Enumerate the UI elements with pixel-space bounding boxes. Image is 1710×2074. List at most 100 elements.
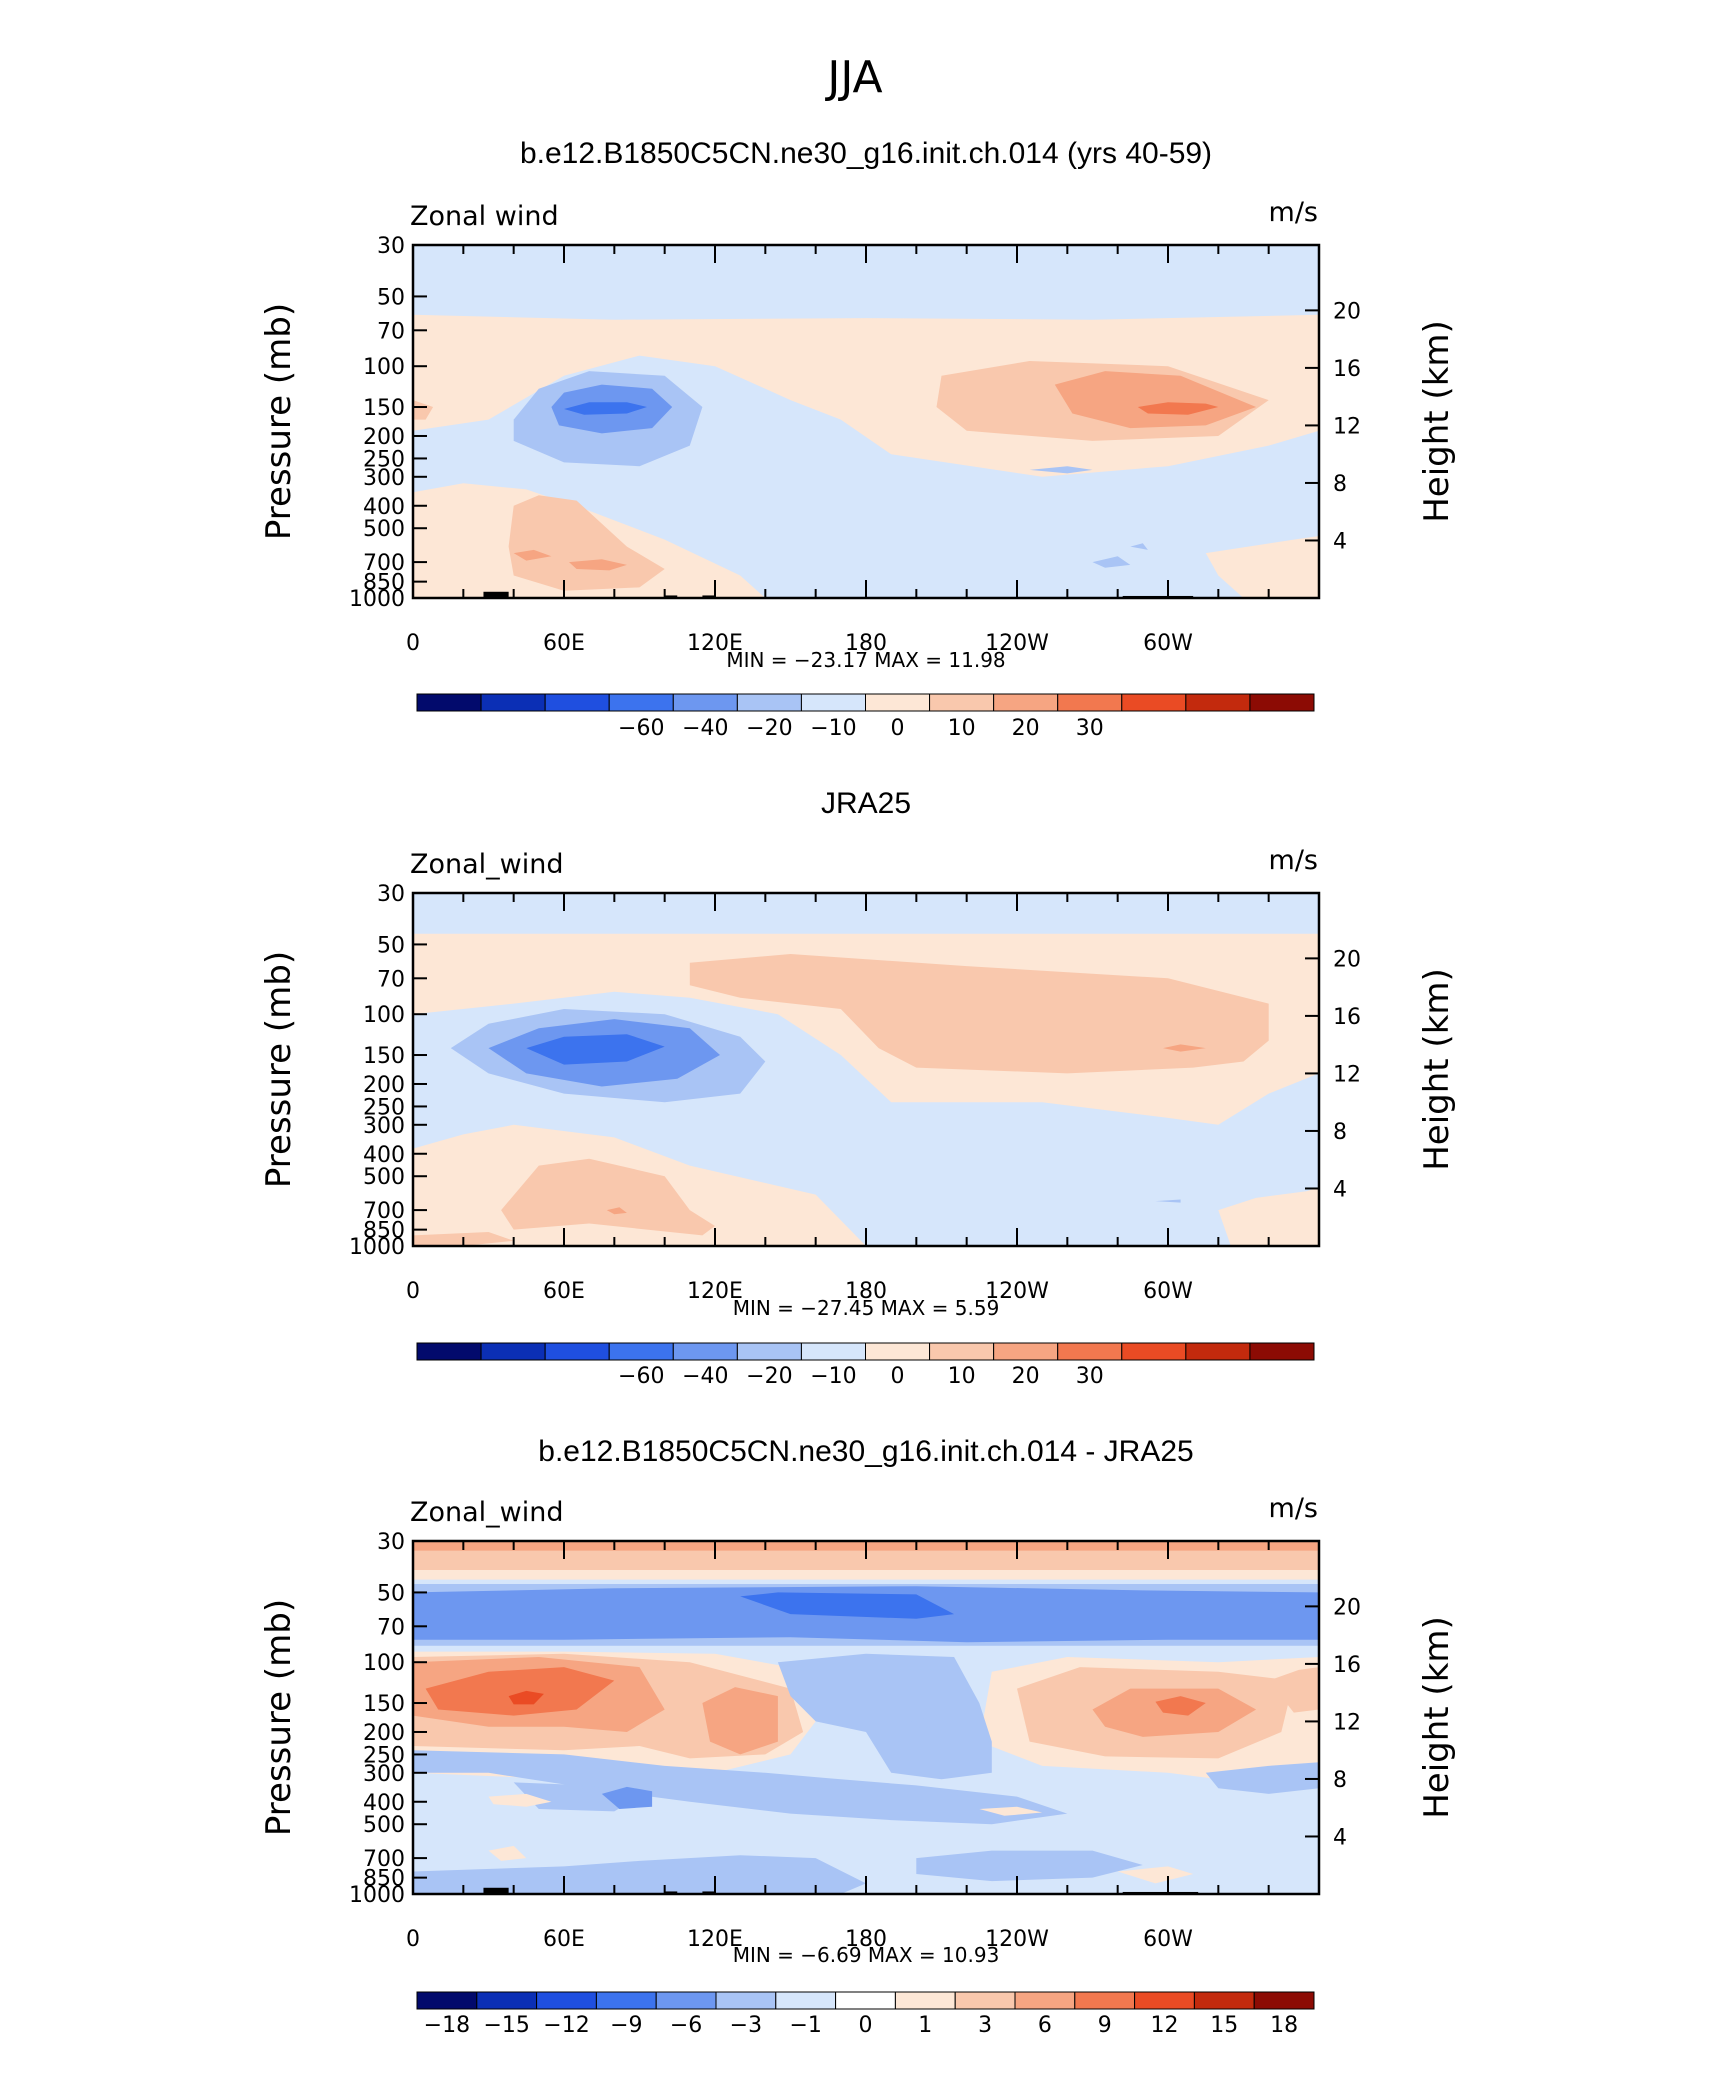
colorbar-cell bbox=[1249, 693, 1315, 712]
colorbar-label: 20 bbox=[1012, 1364, 1040, 1389]
colorbar-label: −10 bbox=[810, 1364, 856, 1389]
contour-fill bbox=[1137, 402, 1219, 415]
colorbar-cell bbox=[736, 1342, 802, 1361]
contour-fill bbox=[916, 1850, 1143, 1882]
colorbar-label: 0 bbox=[859, 2013, 873, 2038]
y-tick-label: 1000 bbox=[349, 587, 405, 612]
x-tick-label: 180 bbox=[845, 1279, 887, 1304]
y-tick-label: 400 bbox=[363, 495, 405, 520]
colorbar-cell bbox=[1193, 1991, 1255, 2010]
land-mask bbox=[702, 595, 715, 598]
contour-fill bbox=[702, 1687, 778, 1755]
y-tick-label: 700 bbox=[363, 1199, 405, 1224]
y-tick-label: 850 bbox=[363, 1867, 405, 1892]
y2-tick-label: 20 bbox=[1333, 947, 1361, 972]
y-tick-label: 200 bbox=[363, 1073, 405, 1098]
colorbar-cell bbox=[595, 1991, 657, 2010]
contour-fill bbox=[413, 1070, 444, 1087]
y-tick-label: 700 bbox=[363, 1847, 405, 1872]
contour-field bbox=[413, 245, 1319, 598]
contour-fill bbox=[488, 1845, 527, 1861]
x-tick-label: 0 bbox=[406, 1279, 420, 1304]
y-tick-label: 200 bbox=[363, 1721, 405, 1746]
y-tick-label: 1000 bbox=[349, 1235, 405, 1260]
panel-1: b.e12.B1850C5CN.ne30_g16.init.ch.014 (yr… bbox=[259, 137, 1457, 741]
colorbar-cell bbox=[800, 693, 867, 712]
colorbar-label: −20 bbox=[746, 1364, 792, 1389]
y-tick-label: 1000 bbox=[349, 1883, 405, 1908]
y-tick-label: 100 bbox=[363, 1651, 405, 1676]
colorbar-cell bbox=[608, 1342, 674, 1361]
y2-tick-label: 20 bbox=[1333, 299, 1361, 324]
y2-tick-label: 12 bbox=[1333, 414, 1361, 439]
y2-axis-label: Height (km) bbox=[1417, 1616, 1457, 1819]
y-tick-label: 300 bbox=[363, 1114, 405, 1139]
panel-title: b.e12.B1850C5CN.ne30_g16.init.ch.014 (yr… bbox=[520, 137, 1212, 170]
contour-fill bbox=[508, 1690, 544, 1705]
colorbar-cell bbox=[835, 1991, 896, 2010]
contour-fill bbox=[689, 954, 1269, 1074]
y-tick-label: 70 bbox=[377, 319, 405, 344]
colorbar-cell bbox=[954, 1991, 1016, 2010]
x-tick-label: 120W bbox=[985, 631, 1049, 656]
units-label: m/s bbox=[1269, 197, 1318, 228]
x-tick-label: 60E bbox=[543, 1279, 585, 1304]
y-tick-label: 700 bbox=[363, 551, 405, 576]
colorbar-label: 10 bbox=[948, 1364, 976, 1389]
contour-fill bbox=[526, 1034, 665, 1065]
panel-3: b.e12.B1850C5CN.ne30_g16.init.ch.014 - J… bbox=[259, 1435, 1457, 2038]
contour-fill bbox=[1054, 371, 1257, 429]
contour-fill bbox=[1092, 556, 1131, 568]
colorbar-label: −40 bbox=[682, 716, 728, 741]
colorbar-label: 0 bbox=[891, 1364, 905, 1389]
colorbar-cell bbox=[672, 1342, 738, 1361]
colorbar-cell bbox=[715, 1991, 777, 2010]
y-tick-label: 30 bbox=[377, 234, 405, 259]
y-tick-label: 400 bbox=[363, 1791, 405, 1816]
y2-tick-label: 16 bbox=[1333, 1653, 1361, 1678]
colorbar-cell bbox=[894, 1991, 956, 2010]
colorbar-cell bbox=[536, 1991, 597, 2010]
y2-tick-label: 8 bbox=[1333, 1120, 1347, 1145]
colorbar-label: −1 bbox=[789, 2013, 821, 2038]
y-tick-label: 500 bbox=[363, 517, 405, 542]
contour-fill bbox=[601, 1786, 653, 1809]
land-mask bbox=[664, 1891, 678, 1894]
colorbar-label: −40 bbox=[682, 1364, 728, 1389]
contour-fill bbox=[413, 1570, 1319, 1582]
colorbar-label: −9 bbox=[610, 2013, 642, 2038]
colorbar-cell bbox=[865, 693, 931, 712]
contour-fill bbox=[564, 402, 647, 415]
colorbar-cell bbox=[1185, 1342, 1251, 1361]
y2-tick-label: 16 bbox=[1333, 357, 1361, 382]
contour-fill bbox=[569, 559, 627, 571]
variable-label: Zonal wind bbox=[410, 201, 559, 232]
y-tick-label: 500 bbox=[363, 1165, 405, 1190]
units-label: m/s bbox=[1269, 845, 1318, 876]
y2-tick-label: 16 bbox=[1333, 1005, 1361, 1030]
y-axis-label: Pressure (mb) bbox=[259, 951, 299, 1188]
contour-fill bbox=[1117, 1866, 1194, 1884]
colorbar-cell bbox=[1253, 1991, 1315, 2010]
contour-fill bbox=[488, 1793, 552, 1807]
panel-title: b.e12.B1850C5CN.ne30_g16.init.ch.014 - J… bbox=[538, 1435, 1193, 1468]
colorbar-label: −15 bbox=[483, 2013, 529, 2038]
colorbar-cell bbox=[929, 1342, 995, 1361]
contour-fill bbox=[413, 1750, 1068, 1825]
y-tick-label: 100 bbox=[363, 1003, 405, 1028]
contour-fill bbox=[1130, 543, 1148, 550]
contour-fill bbox=[1155, 1199, 1181, 1203]
x-tick-label: 120W bbox=[985, 1927, 1049, 1952]
colorbar-cell bbox=[416, 1342, 482, 1361]
y2-tick-label: 4 bbox=[1333, 1177, 1347, 1202]
colorbar-label: −60 bbox=[618, 1364, 664, 1389]
y2-tick-label: 8 bbox=[1333, 472, 1347, 497]
colorbar-cell bbox=[800, 1342, 867, 1361]
y-axis-label: Pressure (mb) bbox=[259, 303, 299, 540]
contour-fill bbox=[501, 1158, 715, 1236]
contour-fill bbox=[413, 1855, 866, 1894]
y-tick-label: 250 bbox=[363, 447, 405, 472]
y-axis-label: Pressure (mb) bbox=[259, 1599, 299, 1836]
colorbar-cell bbox=[480, 1342, 546, 1361]
colorbar-cell bbox=[736, 693, 802, 712]
